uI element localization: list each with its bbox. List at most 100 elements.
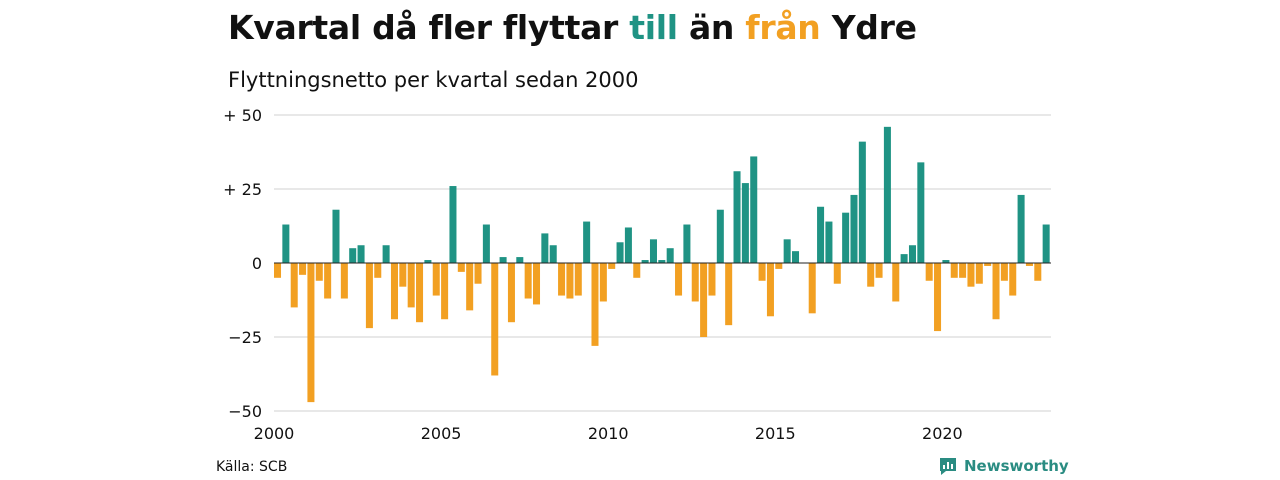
bar — [950, 263, 958, 278]
bar — [917, 162, 925, 263]
newsworthy-logo: Newsworthy — [938, 456, 1069, 476]
bar — [775, 263, 783, 269]
bar — [992, 263, 1000, 320]
bar — [282, 224, 290, 263]
bar — [908, 245, 916, 263]
bar — [641, 260, 649, 263]
bar — [892, 263, 900, 302]
bar — [599, 263, 607, 302]
chart-subtitle: Flyttningsnetto per kvartal sedan 2000 — [228, 68, 639, 92]
bar — [574, 263, 582, 296]
bar — [825, 221, 833, 263]
bar — [708, 263, 716, 296]
bar — [399, 263, 407, 287]
bar — [975, 263, 983, 284]
bar — [524, 263, 532, 299]
bar — [833, 263, 841, 284]
bar — [324, 263, 332, 299]
bar — [516, 257, 524, 263]
bar — [750, 156, 758, 263]
bar — [675, 263, 683, 296]
bar — [541, 233, 549, 263]
bar — [883, 126, 891, 263]
bar — [967, 263, 975, 287]
bar — [766, 263, 774, 317]
bar — [1034, 263, 1042, 281]
bar — [783, 239, 791, 263]
newsworthy-logo-icon — [940, 458, 956, 475]
bar — [558, 263, 566, 296]
bar — [1017, 194, 1025, 263]
bar — [307, 263, 315, 403]
y-tick-label: 0 — [252, 254, 262, 273]
bar — [900, 254, 908, 263]
bar — [649, 239, 657, 263]
x-tick-label: 2020 — [922, 424, 963, 443]
y-axis-ticks: + 50 + 25 0 −25 −50 — [223, 106, 262, 421]
bar — [925, 263, 933, 281]
x-tick-label: 2010 — [588, 424, 629, 443]
bar — [549, 245, 557, 263]
bar — [299, 263, 307, 275]
bar — [533, 263, 541, 305]
bar — [934, 263, 942, 332]
bar — [274, 263, 282, 278]
bar — [608, 263, 616, 269]
chart-title: Kvartal då fler flyttar till än från Ydr… — [228, 8, 917, 47]
bar — [875, 263, 883, 278]
bar — [432, 263, 440, 296]
bar — [867, 263, 875, 287]
title-part1: Kvartal då fler flyttar — [228, 8, 630, 47]
bar — [1009, 263, 1017, 296]
bar — [1042, 224, 1050, 263]
y-tick-label: + 50 — [223, 106, 262, 125]
x-tick-label: 2000 — [254, 424, 295, 443]
bar — [482, 224, 490, 263]
bar — [491, 263, 499, 376]
y-tick-label: + 25 — [223, 180, 262, 199]
bar — [441, 263, 449, 320]
y-tick-label: −25 — [228, 328, 262, 347]
bar — [716, 209, 724, 263]
x-axis-ticks: 2000 2005 2010 2015 2020 — [254, 424, 963, 443]
bar — [390, 263, 398, 320]
title-part2: än — [677, 8, 746, 47]
bar — [633, 263, 641, 278]
bar — [792, 251, 800, 263]
bar — [700, 263, 708, 337]
bar — [624, 227, 632, 263]
source-label: Källa: SCB — [216, 459, 288, 475]
title-till: till — [629, 8, 678, 47]
bar — [858, 141, 866, 263]
bar — [666, 248, 674, 263]
bar — [1000, 263, 1008, 281]
bar — [566, 263, 574, 299]
bar — [616, 242, 624, 263]
bar — [741, 183, 749, 263]
x-tick-label: 2015 — [755, 424, 796, 443]
bar — [474, 263, 482, 284]
bar — [407, 263, 415, 308]
bar — [842, 212, 850, 263]
bar — [507, 263, 515, 323]
bar — [817, 206, 825, 263]
bar — [357, 245, 365, 263]
bar — [349, 248, 357, 263]
bar — [332, 209, 340, 263]
bar — [365, 263, 373, 329]
bar — [691, 263, 699, 302]
bar — [382, 245, 390, 263]
bar — [583, 221, 591, 263]
bar — [658, 260, 666, 263]
bar — [591, 263, 599, 346]
bar — [424, 260, 432, 263]
bar — [449, 186, 457, 263]
bar — [758, 263, 766, 281]
bar — [340, 263, 348, 299]
y-tick-label: −50 — [228, 402, 262, 421]
bar — [733, 171, 741, 263]
bar — [850, 194, 858, 263]
bar — [959, 263, 967, 278]
bar — [466, 263, 474, 311]
